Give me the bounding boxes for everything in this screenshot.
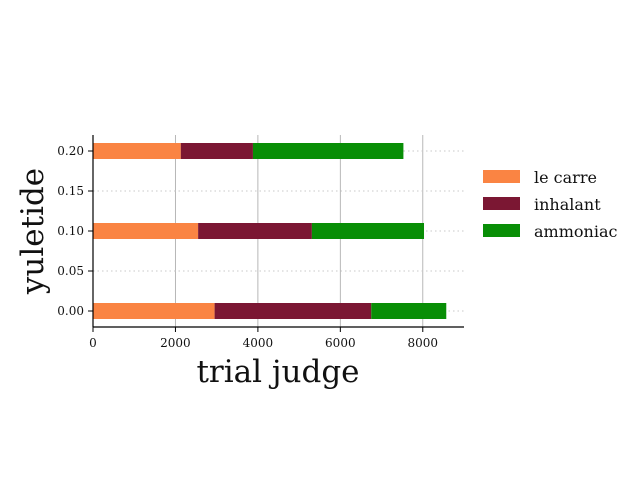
axes: 0 2000 4000 6000 8000 0.00 0.05 0.10 0.15 0.20	[57, 135, 464, 350]
bar-ammoniac	[311, 223, 425, 239]
legend-label: inhalant	[534, 195, 601, 214]
x-tick-label: 2000	[160, 336, 191, 350]
bars	[93, 143, 447, 319]
bar-inhalant	[214, 303, 372, 319]
bar-le-carre	[93, 143, 181, 159]
x-tick-label: 4000	[243, 336, 274, 350]
legend-swatch	[483, 224, 520, 237]
x-tick-label: 6000	[325, 336, 356, 350]
legend-swatch	[483, 197, 520, 210]
legend-label: ammoniac	[534, 222, 617, 241]
y-tick-label: 0.05	[57, 264, 84, 278]
bar-ammoniac	[252, 143, 404, 159]
y-tick-label: 0.20	[57, 144, 84, 158]
bar-inhalant	[180, 143, 253, 159]
y-axis-title: yuletide	[15, 168, 51, 295]
y-tick-label: 0.10	[57, 224, 84, 238]
legend-label: le carre	[534, 168, 597, 187]
x-tick-label: 0	[89, 336, 97, 350]
legend-swatch	[483, 170, 520, 183]
y-tick-label: 0.00	[57, 304, 84, 318]
x-axis-title: trial judge	[196, 354, 359, 390]
bar-ammoniac	[371, 303, 447, 319]
bar-le-carre	[93, 303, 215, 319]
bar-inhalant	[198, 223, 312, 239]
bar-le-carre	[93, 223, 199, 239]
x-tick-label: 8000	[408, 336, 439, 350]
y-tick-label: 0.15	[57, 184, 84, 198]
legend: le carre inhalant ammoniac	[483, 168, 617, 241]
